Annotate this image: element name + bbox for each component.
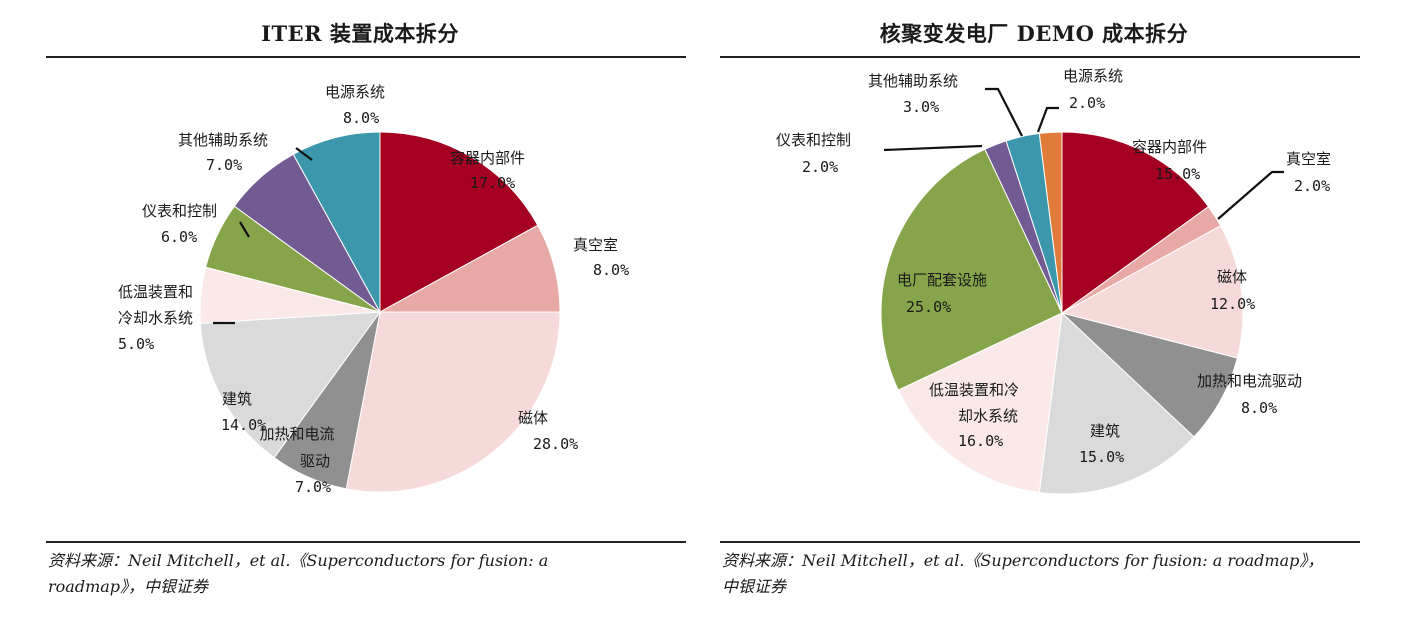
leader-line	[883, 144, 983, 152]
slice-label: 其他辅助系统	[178, 131, 268, 149]
chart-title: 核聚变发电厂 DEMO 成本拆分	[879, 21, 1189, 46]
pie-slice	[1061, 312, 1238, 438]
leader-line	[295, 147, 313, 161]
slice-value-label: 2.0%	[1294, 177, 1330, 195]
slice-value-label: 7.0%	[206, 156, 242, 174]
slice-label: 电源系统	[1063, 67, 1123, 85]
pie-slice	[897, 312, 1063, 494]
title-rule	[46, 56, 686, 58]
slice-value-label: 16.0%	[958, 432, 1003, 450]
slice-label: 其他辅助系统	[868, 72, 958, 90]
source-note: 资料来源：Neil Mitchell，et al.《Superconductor…	[48, 548, 688, 600]
slice-value-label: 8.0%	[593, 261, 629, 279]
source-line-1: 资料来源：Neil Mitchell，et al.《Superconductor…	[722, 551, 1324, 570]
chart-title: ITER 装置成本拆分	[261, 21, 459, 46]
slice-label: 仪表和控制	[776, 131, 851, 149]
leader-line	[1036, 106, 1059, 133]
slice-label: 却水系统	[958, 407, 1018, 425]
slice-value-label: 17.0%	[470, 174, 515, 192]
slice-label: 建筑	[222, 390, 252, 408]
slice-value-label: 2.0%	[802, 158, 838, 176]
slice-value-label: 3.0%	[903, 98, 939, 116]
slice-label: 加热和电流	[259, 425, 334, 443]
slice-label: 电源系统	[325, 83, 385, 101]
leader-line	[1217, 170, 1284, 220]
slice-value-label: 15.0%	[1079, 448, 1124, 466]
leader-line	[239, 221, 250, 238]
source-line-2: 中银证券	[722, 577, 787, 596]
source-line-2: roadmap》，中银证券	[48, 577, 209, 596]
slice-label: 冷却水系统	[118, 309, 193, 327]
slice-value-label: 8.0%	[343, 109, 379, 127]
slice-value-label: 15.0%	[1155, 165, 1200, 183]
slice-label: 仪表和控制	[142, 202, 217, 220]
slice-value-label: 28.0%	[533, 435, 578, 453]
pie-slice	[292, 131, 381, 313]
pie-slice	[379, 131, 539, 313]
slice-value-label: 12.0%	[1210, 295, 1255, 313]
pie-slice	[1038, 131, 1063, 314]
slice-value-label: 7.0%	[295, 478, 331, 496]
slice-label: 低温装置和	[118, 283, 193, 301]
title-rule	[720, 56, 1360, 58]
source-rule	[46, 541, 686, 543]
slice-label: 磁体	[1217, 268, 1247, 286]
slice-value-label: 14.0%	[221, 416, 266, 434]
source-note: 资料来源：Neil Mitchell，et al.《Superconductor…	[722, 548, 1362, 600]
pie-slice	[880, 148, 1063, 391]
pie-slice	[1061, 131, 1210, 314]
slice-label: 真空室	[1286, 150, 1331, 168]
demo-pie: 容器内部件 15.0% 真空室 2.0% 磁体 12.0% 加热和电流驱动 8.0% 建筑 15.…	[776, 67, 1331, 495]
slice-value-label: 25.0%	[906, 298, 951, 316]
slice-label: 电厂配套设施	[897, 271, 987, 289]
slice-value-label: 2.0%	[1069, 94, 1105, 112]
source-rule	[720, 541, 1360, 543]
pie-slice	[379, 224, 561, 313]
slice-label: 驱动	[300, 452, 330, 470]
source-line-1: 资料来源：Neil Mitchell，et al.《Superconductor…	[48, 551, 549, 570]
slice-value-label: 8.0%	[1241, 399, 1277, 417]
slice-label: 容器内部件	[1132, 138, 1207, 156]
iter-pie: 容器内部件 17.0% 真空室 8.0% 磁体 28.0% 加热和电流驱动 7.0% 建筑 14.…	[118, 83, 629, 496]
pie-slice	[199, 311, 382, 459]
pie-slice	[1060, 225, 1244, 359]
leader-line	[985, 87, 1023, 137]
slice-label: 真空室	[573, 236, 618, 254]
iter-cost-chart: ITER 装置成本拆分 容器内部件 17.0% 真空室 8.0% 磁体 28.0% 加热和电…	[30, 0, 690, 624]
slice-label: 建筑	[1090, 422, 1120, 440]
slice-value-label: 5.0%	[118, 335, 154, 353]
slice-label: 加热和电流驱动	[1197, 372, 1302, 390]
pie-slice	[1038, 311, 1195, 495]
slice-value-label: 6.0%	[161, 228, 197, 246]
slice-label: 磁体	[518, 409, 548, 427]
slice-label: 低温装置和冷	[929, 381, 1019, 399]
pie-slice	[345, 311, 561, 493]
demo-cost-chart: 核聚变发电厂 DEMO 成本拆分 容器内部件 15.0% 真空室 2.0% 磁体 12.0…	[704, 0, 1364, 624]
slice-label: 容器内部件	[450, 149, 525, 167]
